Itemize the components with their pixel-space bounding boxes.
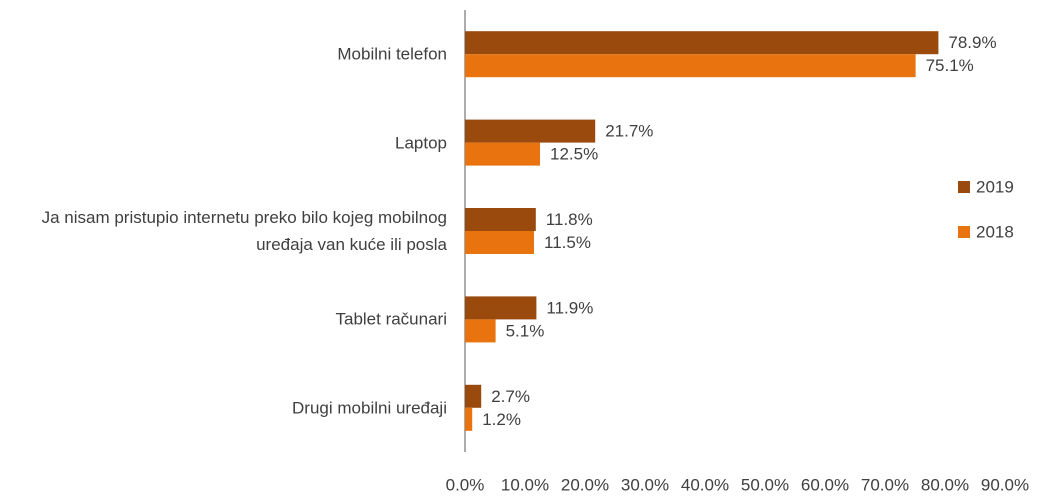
x-tick-label: 0.0% [446, 475, 485, 494]
bar [465, 319, 496, 343]
legend-label: 2019 [976, 177, 1014, 196]
legend-swatch [958, 226, 970, 238]
value-label: 12.5% [550, 145, 598, 164]
x-tick-label: 40.0% [681, 475, 729, 494]
legend-swatch [958, 181, 970, 193]
x-tick-label: 20.0% [561, 475, 609, 494]
x-tick-label: 60.0% [801, 475, 849, 494]
bar [465, 208, 536, 231]
value-label: 21.7% [605, 122, 653, 141]
x-tick-label: 70.0% [861, 475, 909, 494]
bar [465, 31, 939, 55]
bar [465, 296, 537, 320]
value-label: 11.9% [546, 298, 593, 317]
x-tick-label: 90.0% [981, 475, 1029, 494]
value-label: 75.1% [926, 56, 974, 75]
bar [465, 231, 534, 254]
value-label: 11.8% [546, 210, 593, 229]
category-label: Mobilni telefon [337, 44, 447, 64]
x-tick-label: 30.0% [621, 475, 669, 494]
category-label: Drugi mobilni uređaji [292, 398, 447, 418]
bar [465, 384, 482, 408]
value-label: 1.2% [482, 410, 521, 429]
value-label: 78.9% [948, 33, 996, 52]
legend-label: 2018 [976, 222, 1014, 241]
value-label: 2.7% [491, 387, 530, 406]
value-label: 5.1% [506, 321, 545, 340]
category-label: Laptop [395, 133, 447, 153]
x-tick-label: 80.0% [921, 475, 969, 494]
x-tick-label: 50.0% [741, 475, 789, 494]
bar [465, 142, 540, 166]
value-label: 11.5% [544, 233, 591, 252]
category-label: Tablet računari [335, 309, 447, 329]
x-tick-label: 10.0% [501, 475, 549, 494]
bar [465, 54, 916, 78]
bar [465, 119, 596, 143]
bar [465, 407, 473, 431]
category-label: Ja nisam pristupio internetu preko bilo … [41, 208, 447, 254]
